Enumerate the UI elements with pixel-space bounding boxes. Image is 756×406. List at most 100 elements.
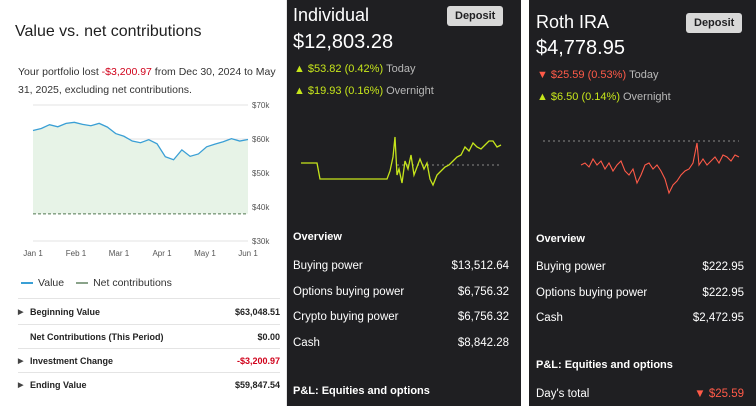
roth-price-line xyxy=(580,142,740,195)
individual-sparkline[interactable] xyxy=(287,125,521,205)
legend-net-swatch xyxy=(76,282,89,284)
overview-label: Crypto buying power xyxy=(293,311,399,323)
overview-row: Options buying power $6,756.32 xyxy=(293,283,509,301)
account-value: $12,803.28 xyxy=(293,31,394,53)
overview-value: $6,756.32 xyxy=(457,311,509,323)
days-total-row: Day's total ▼ $25.59 xyxy=(536,385,744,403)
overview-label: Options buying power xyxy=(293,286,405,298)
overview-value: $2,472.95 xyxy=(692,312,744,324)
today-change-value: $25.59 (0.53%) xyxy=(550,69,627,81)
individual-price-line xyxy=(301,136,502,187)
panel-title: Value vs. net contributions xyxy=(15,23,202,40)
overnight-change: ▲ $6.50 (0.14%) Overnight xyxy=(537,91,671,103)
overview-heading: Overview xyxy=(536,233,585,245)
legend-net[interactable]: Net contributions xyxy=(76,277,172,289)
value-chart[interactable]: $70k $60k $50k $40k $30k Jan 1 Feb 1 Mar 1 Apr … xyxy=(0,100,287,260)
overnight-change-value: $6.50 (0.14%) xyxy=(550,91,620,103)
overview-label: Cash xyxy=(293,337,320,349)
overview-row: Crypto buying power $6,756.32 xyxy=(293,308,509,326)
overview-value: $222.95 xyxy=(702,261,744,273)
down-arrow-icon: ▼ xyxy=(537,69,548,81)
x-tick-label: Mar 1 xyxy=(109,249,130,258)
summary-label: Investment Change xyxy=(30,355,114,366)
divider xyxy=(18,372,280,373)
pl-heading: P&L: Equities and options xyxy=(536,359,673,371)
individual-account-panel: Individual $12,803.28 Deposit ▲ $53.82 (… xyxy=(287,0,521,406)
overview-row: Buying power $222.95 xyxy=(536,258,744,276)
summary-row-investment-change[interactable]: ▶ Investment Change -$3,200.97 xyxy=(18,348,280,373)
overview-label: Buying power xyxy=(536,261,606,273)
overview-heading: Overview xyxy=(293,231,342,243)
summary-value: $63,048.51 xyxy=(234,306,280,317)
today-label: Today xyxy=(629,69,659,81)
divider xyxy=(18,324,280,325)
deposit-button[interactable]: Deposit xyxy=(447,6,504,26)
legend-value-label: Value xyxy=(38,277,65,289)
performance-description: Your portfolio lost -$3,200.97 from Dec … xyxy=(18,63,280,99)
overview-label: Buying power xyxy=(293,260,363,272)
x-tick-label: May 1 xyxy=(194,249,216,258)
summary-label: Ending Value xyxy=(30,379,87,390)
x-tick-label: Feb 1 xyxy=(66,249,87,258)
days-total-label: Day's total xyxy=(536,388,590,400)
chevron-right-icon: ▶ xyxy=(18,357,24,365)
summary-value: $0.00 xyxy=(257,331,280,342)
overnight-change-value: $19.93 (0.16%) xyxy=(307,85,384,97)
summary-label: Beginning Value xyxy=(30,306,101,317)
days-total-value-wrap: ▼ $25.59 xyxy=(694,388,744,400)
up-arrow-icon: ▲ xyxy=(537,91,548,103)
account-name: Roth IRA xyxy=(536,12,610,32)
x-tick-label: Apr 1 xyxy=(152,249,172,258)
overnight-change: ▲ $19.93 (0.16%) Overnight xyxy=(294,85,434,97)
y-tick-label: $50k xyxy=(252,169,270,178)
account-value: $4,778.95 xyxy=(536,37,625,59)
overview-value: $6,756.32 xyxy=(457,286,509,298)
up-arrow-icon: ▲ xyxy=(294,63,305,75)
legend-value-swatch xyxy=(21,282,33,284)
chevron-right-icon: ▶ xyxy=(18,308,24,316)
desc-loss-amount: -$3,200.97 xyxy=(101,66,152,78)
y-tick-label: $70k xyxy=(252,101,270,110)
legend-value[interactable]: Value xyxy=(21,277,64,289)
today-change: ▲ $53.82 (0.42%) Today xyxy=(294,63,415,75)
overview-row: Cash $8,842.28 xyxy=(293,334,509,352)
y-tick-label: $30k xyxy=(252,237,270,246)
roth-sparkline[interactable] xyxy=(529,135,756,205)
divider xyxy=(18,348,280,349)
roth-ira-account-panel: Roth IRA $4,778.95 Deposit ▼ $25.59 (0.5… xyxy=(529,0,756,406)
days-total-value: $25.59 xyxy=(708,388,744,400)
desc-suffix: from Dec 30, 2024 to May 31, 2025, exclu… xyxy=(18,66,276,96)
overview-label: Cash xyxy=(536,312,563,324)
value-vs-contributions-panel: Value vs. net contributions Your portfol… xyxy=(0,0,287,406)
summary-value: -$3,200.97 xyxy=(236,355,280,366)
today-change-value: $53.82 (0.42%) xyxy=(307,63,384,75)
overview-label: Options buying power xyxy=(536,287,648,299)
y-tick-label: $60k xyxy=(252,135,270,144)
x-tick-label: Jun 1 xyxy=(238,249,258,258)
pl-heading: P&L: Equities and options xyxy=(293,385,430,397)
divider xyxy=(18,298,280,299)
overnight-label: Overnight xyxy=(386,85,434,97)
chevron-right-icon: ▶ xyxy=(18,381,24,389)
today-change: ▼ $25.59 (0.53%) Today xyxy=(537,69,658,81)
down-arrow-icon: ▼ xyxy=(694,388,706,400)
summary-row-beginning[interactable]: ▶ Beginning Value $63,048.51 xyxy=(18,299,280,324)
overnight-label: Overnight xyxy=(623,91,671,103)
overview-row: Options buying power $222.95 xyxy=(536,284,744,302)
summary-value: $59,847.54 xyxy=(234,379,280,390)
up-arrow-icon: ▲ xyxy=(294,85,305,97)
summary-row-ending[interactable]: ▶ Ending Value $59,847.54 xyxy=(18,372,280,397)
overview-row: Buying power $13,512.64 xyxy=(293,257,509,275)
desc-prefix: Your portfolio lost xyxy=(18,66,102,78)
summary-row-net-contributions: Net Contributions (This Period) $0.00 xyxy=(18,324,280,349)
x-tick-label: Jan 1 xyxy=(23,249,43,258)
panel-gap xyxy=(521,0,529,406)
deposit-button[interactable]: Deposit xyxy=(686,13,743,33)
summary-label: Net Contributions (This Period) xyxy=(30,331,164,342)
today-label: Today xyxy=(386,63,416,75)
overview-value: $8,842.28 xyxy=(457,337,509,349)
value-area-fill xyxy=(33,122,248,214)
overview-value: $222.95 xyxy=(702,287,744,299)
chart-legend: Value Net contributions xyxy=(21,277,172,289)
overview-value: $13,512.64 xyxy=(451,260,509,272)
